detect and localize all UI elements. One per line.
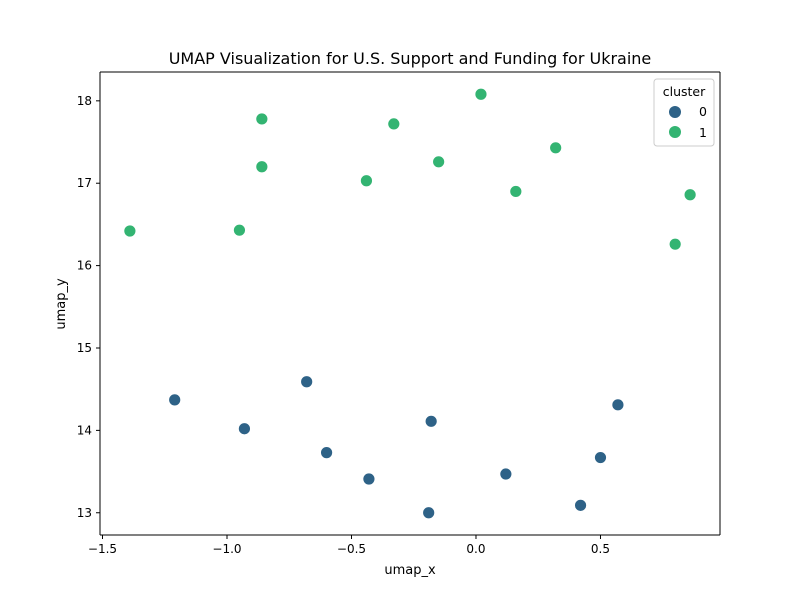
scatter-point-cluster-1 xyxy=(255,112,269,126)
scatter-point-cluster-0 xyxy=(499,467,513,481)
scatter-point-cluster-0 xyxy=(422,506,436,520)
scatter-point-cluster-0 xyxy=(238,422,251,436)
plot-area xyxy=(100,72,720,535)
y-tick-label: 17 xyxy=(77,176,92,190)
axes-frame xyxy=(99,71,721,536)
x-tick-label: 0.5 xyxy=(591,542,610,556)
x-tick-label: −1.0 xyxy=(212,542,241,556)
scatter-point-cluster-0 xyxy=(168,393,182,407)
scatter-point-cluster-1 xyxy=(255,160,269,174)
legend-title: cluster xyxy=(663,84,706,99)
scatter-point-cluster-1 xyxy=(549,141,563,155)
y-tick-label: 13 xyxy=(77,506,92,520)
x-tick-label: −1.5 xyxy=(88,542,117,556)
scatter-point-cluster-0 xyxy=(611,398,625,412)
scatter-point-cluster-1 xyxy=(233,223,246,237)
x-axis-label: umap_x xyxy=(384,563,436,578)
x-tick-label: 0.0 xyxy=(466,542,485,556)
scatter-point-cluster-0 xyxy=(300,375,314,389)
scatter-point-cluster-1 xyxy=(123,224,137,238)
scatter-point-cluster-0 xyxy=(424,414,438,428)
scatter-point-cluster-1 xyxy=(387,117,401,131)
scatter-point-cluster-0 xyxy=(594,451,607,464)
scatter-point-cluster-0 xyxy=(574,498,587,512)
y-tick-label: 16 xyxy=(77,259,92,273)
scatter-point-cluster-0 xyxy=(362,472,376,486)
scatter-point-cluster-1 xyxy=(683,188,697,202)
y-axis: 13 14 15 16 17 18 xyxy=(77,94,100,520)
legend-marker-cluster-0 xyxy=(669,106,681,118)
scatter-point-cluster-0 xyxy=(320,446,333,460)
scatter-point-cluster-1 xyxy=(668,237,682,251)
legend-label-cluster-0: 0 xyxy=(699,104,707,119)
y-tick-label: 14 xyxy=(77,423,92,437)
scatter-point-cluster-1 xyxy=(432,155,446,169)
plot-background xyxy=(100,72,720,535)
y-axis-label: umap_y xyxy=(54,278,69,330)
scatter-point-cluster-1 xyxy=(360,174,373,188)
y-tick-label: 15 xyxy=(77,341,92,355)
scatter-point-cluster-1 xyxy=(474,87,488,101)
legend-box xyxy=(653,78,715,147)
data-points xyxy=(123,87,697,520)
y-tick-label: 18 xyxy=(77,94,92,108)
legend: cluster 0 1 xyxy=(653,78,715,147)
legend-label-cluster-1: 1 xyxy=(699,125,707,140)
legend-marker-cluster-1 xyxy=(669,126,681,138)
x-tick-label: −0.5 xyxy=(337,542,366,556)
scatter-point-cluster-1 xyxy=(509,185,523,198)
chart-title: UMAP Visualization for U.S. Support and … xyxy=(169,49,652,68)
x-axis: −1.5 −1.0 −0.5 0.0 0.5 xyxy=(88,535,610,556)
